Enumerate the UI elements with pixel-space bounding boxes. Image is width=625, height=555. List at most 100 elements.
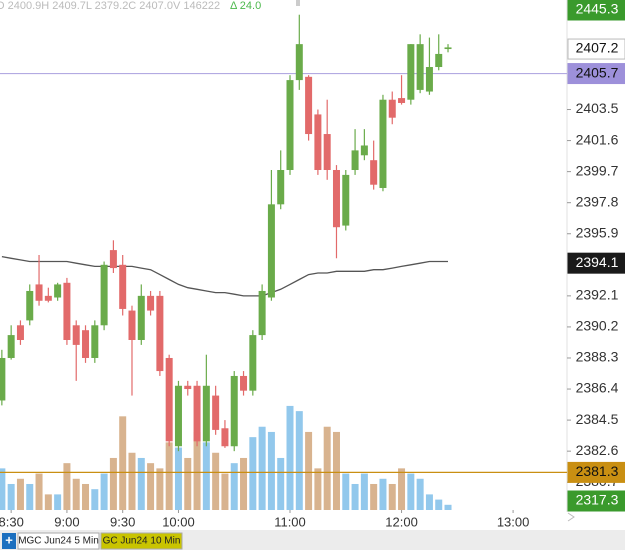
chart-tab-label[interactable]: MGC Jun24 5 Min	[18, 536, 99, 547]
candle-body	[54, 284, 62, 298]
y-tick-label: 2397.8	[576, 193, 619, 209]
x-tick-label: 11:00	[274, 514, 306, 529]
y-tick-label: 2386.4	[576, 380, 619, 396]
y-tick-label: 2382.6	[576, 442, 619, 458]
chart-tab-label[interactable]: GC Jun24 10 Min	[103, 536, 181, 547]
price-label-box	[567, 252, 625, 274]
volume-bar	[147, 463, 155, 510]
candle-body	[212, 395, 220, 430]
volume-bar	[240, 457, 248, 510]
volume-bar	[202, 442, 210, 510]
candle-body	[314, 114, 322, 170]
price-label-box	[567, 38, 625, 60]
y-tick-label: 2384.5	[576, 411, 619, 427]
volume-bar	[230, 463, 238, 510]
y-tick-label: 2388.3	[576, 349, 619, 365]
candle-body	[128, 310, 136, 340]
price-label-box	[567, 0, 625, 21]
price-label-box	[567, 63, 625, 85]
y-tick-label: 2401.6	[576, 131, 619, 147]
scroll-arrow	[567, 512, 575, 522]
candle-body	[26, 290, 34, 321]
volume-bar	[425, 494, 433, 510]
price-label-box	[567, 490, 625, 512]
volume-bar	[174, 447, 182, 510]
volume-bar	[100, 473, 108, 510]
candle-body	[109, 250, 117, 269]
price-label: 2407.2	[576, 40, 619, 56]
candle-body	[277, 170, 285, 205]
volume-bar	[91, 489, 99, 510]
moving-average	[1, 255, 448, 297]
candle-body	[249, 335, 257, 391]
volume-bar	[295, 411, 303, 510]
price-label: 2317.3	[576, 492, 619, 508]
candle-body	[16, 325, 24, 340]
volume-bar	[370, 483, 378, 510]
x-tick-label: 12:00	[385, 514, 418, 529]
volume-bar	[360, 473, 368, 510]
price-label-box	[567, 461, 625, 483]
candle-body	[240, 375, 248, 391]
candle-body	[407, 44, 415, 100]
volume-bar	[342, 473, 350, 510]
candle-body	[435, 53, 443, 68]
add-tab-label[interactable]: +	[5, 532, 13, 547]
volume-bar	[0, 468, 6, 510]
candle-body	[137, 295, 145, 340]
volume-bar	[156, 468, 164, 510]
candle-body	[388, 99, 396, 118]
candle-body	[379, 99, 387, 188]
candle-body	[156, 295, 164, 372]
chart-tab[interactable]	[100, 532, 183, 550]
candle-body	[72, 325, 80, 345]
candle-body	[44, 295, 52, 301]
volume-bar	[128, 452, 136, 510]
volume-bar	[351, 483, 359, 510]
volume-bar	[286, 405, 294, 510]
volume-bar	[388, 483, 396, 510]
y-tick-label: 2392.1	[576, 287, 619, 303]
candle-body	[91, 325, 99, 358]
price-label: 2445.3	[576, 1, 619, 17]
candle-body	[351, 150, 359, 170]
ohlc-header: O 2400.9H 2409.7L 2379.2C 2407.0V 146222	[0, 0, 220, 12]
candle-body	[165, 357, 173, 442]
volume-bar	[379, 478, 387, 510]
volume-bar	[63, 463, 71, 510]
candle-body	[370, 160, 378, 185]
x-tick-label: 8:30	[0, 514, 24, 529]
volume-bar	[444, 504, 452, 510]
candle-body	[230, 375, 238, 447]
scroll-handle	[296, 0, 300, 6]
candle-body	[398, 98, 406, 103]
candle-body	[35, 284, 43, 301]
candle-body	[305, 76, 313, 135]
candle-body	[193, 385, 201, 442]
volume-bar	[72, 478, 80, 510]
volume-bar	[82, 483, 90, 510]
volume-bar	[398, 468, 406, 510]
x-tick-label: 10:00	[162, 514, 195, 529]
volume-bar	[193, 431, 201, 510]
volume-bar	[7, 483, 15, 510]
add-tab-button[interactable]	[2, 533, 16, 549]
candle-body	[63, 282, 71, 340]
volume-bar	[54, 494, 62, 510]
volume-bar	[332, 431, 340, 510]
chart-tab[interactable]	[17, 532, 100, 550]
candle-body	[286, 80, 294, 170]
volume-bar	[435, 499, 443, 510]
candle-body	[82, 330, 90, 358]
volume-bar	[165, 442, 173, 510]
y-tick-label: 2399.7	[576, 162, 619, 178]
candle-body	[258, 290, 266, 336]
y-tick-label: 2390.2	[576, 318, 619, 334]
volume-bar	[407, 473, 415, 510]
candle-body	[444, 47, 452, 50]
candle-body	[323, 134, 331, 170]
candle-body	[332, 170, 340, 228]
change-label: Δ 24.0	[230, 0, 261, 12]
volume-bar	[137, 457, 145, 510]
